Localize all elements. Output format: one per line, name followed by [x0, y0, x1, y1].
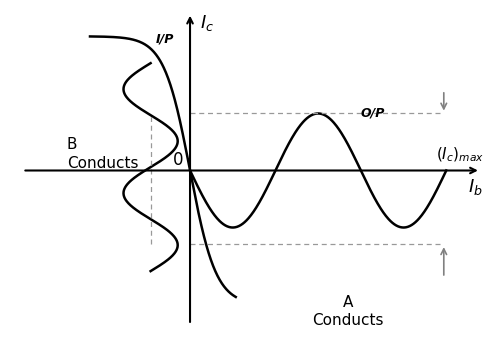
Text: O/P: O/P	[360, 107, 384, 120]
Text: B
Conducts: B Conducts	[67, 137, 138, 170]
Text: $I_b$: $I_b$	[468, 177, 483, 197]
Text: A
Conducts: A Conducts	[312, 295, 384, 328]
Text: $(I_c)_{max}$: $(I_c)_{max}$	[436, 145, 484, 164]
Text: $I_c$: $I_c$	[200, 13, 214, 33]
Text: 0: 0	[172, 151, 183, 169]
Text: I/P: I/P	[156, 33, 174, 46]
